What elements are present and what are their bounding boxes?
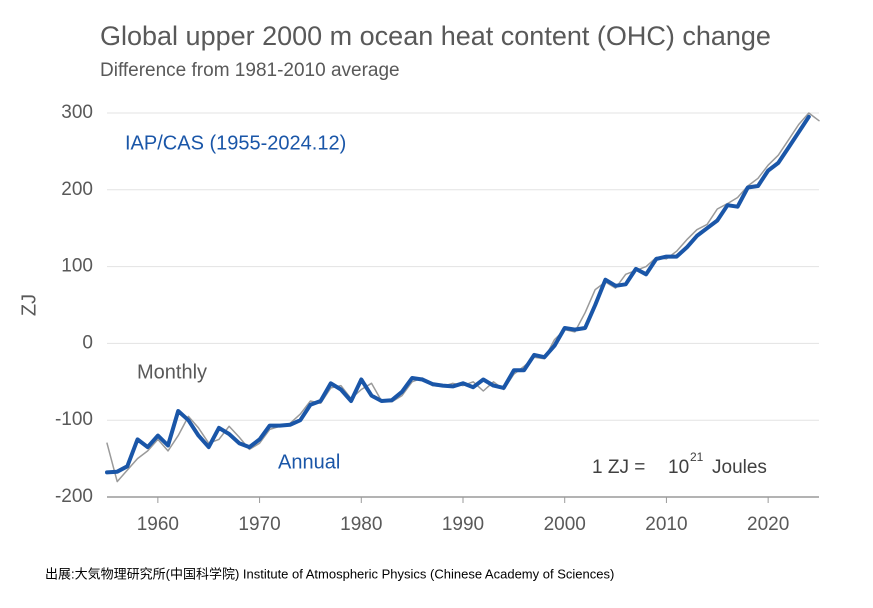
annotation: Annual: [278, 451, 340, 473]
series-line: [105, 114, 811, 475]
x-tick-label: 1980: [340, 514, 382, 535]
unit-note: 1 ZJ =: [592, 457, 645, 478]
y-tick-label: 0: [82, 332, 93, 353]
y-tick-label: 200: [61, 179, 93, 200]
y-axis-label: ZJ: [18, 294, 40, 316]
x-tick-label: 1990: [442, 514, 484, 535]
chart-subtitle: Difference from 1981-2010 average: [100, 60, 400, 81]
y-tick-label: -100: [55, 409, 93, 430]
x-tick-label: 1960: [137, 514, 179, 535]
annotation: Monthly: [137, 361, 207, 383]
series-line: [106, 112, 820, 483]
unit-note: 10: [668, 457, 689, 478]
chart-title: Global upper 2000 m ocean heat content (…: [100, 21, 771, 51]
unit-note: Joules: [712, 457, 767, 478]
unit-note: 21: [690, 450, 704, 464]
y-tick-label: 100: [61, 256, 93, 277]
x-tick-label: 2010: [645, 514, 687, 535]
y-tick-label: 300: [61, 102, 93, 123]
x-tick-label: 1970: [238, 514, 280, 535]
y-tick-label: -200: [55, 486, 93, 507]
annotation: IAP/CAS (1955-2024.12): [125, 132, 346, 154]
x-tick-label: 2020: [747, 514, 789, 535]
source-note: 出展:大気物理研究所(中国科学院) Institute of Atmospher…: [45, 566, 614, 581]
x-tick-label: 2000: [544, 514, 586, 535]
